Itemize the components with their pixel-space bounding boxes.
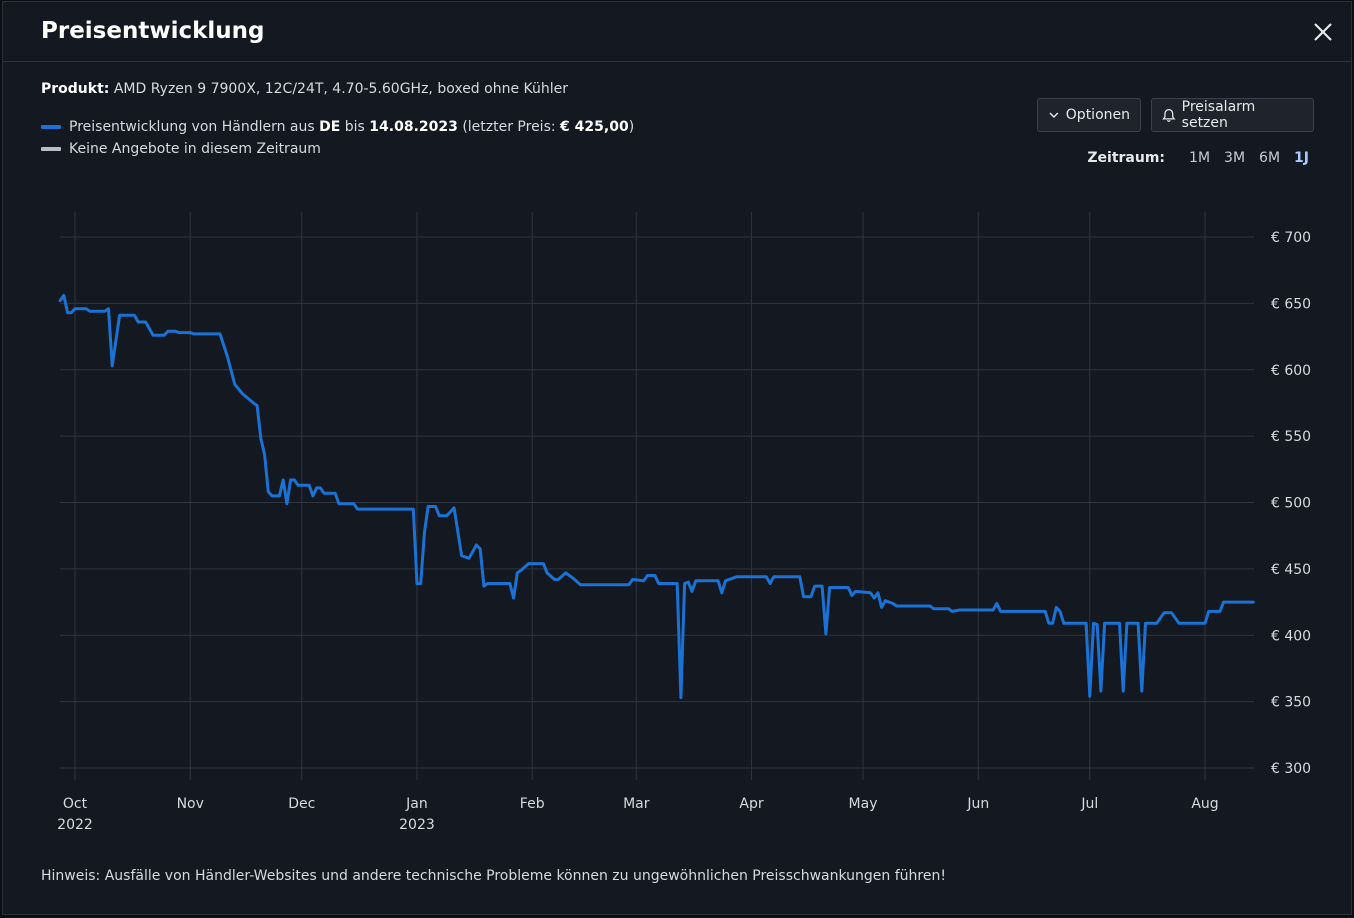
options-label: Optionen [1065, 107, 1130, 123]
product-name: AMD Ryzen 9 7900X, 12C/24T, 4.70-5.60GHz… [113, 81, 569, 97]
legend-no-offers-swatch [41, 147, 61, 151]
legend-no-offers-label: Keine Angebote in diesem Zeitraum [69, 141, 321, 157]
time-range-selector: Zeitraum: 1M 3M 6M 1J [1087, 150, 1309, 166]
product-line: Produkt: AMD Ryzen 9 7900X, 12C/24T, 4.7… [41, 81, 568, 97]
range-option-6m[interactable]: 6M [1259, 150, 1281, 166]
price-alarm-label: Preisalarm setzen [1181, 99, 1256, 131]
bell-icon [1162, 108, 1176, 122]
chevron-down-icon [1049, 112, 1059, 119]
legend-series: Preisentwicklung von Händlern aus DE bis… [41, 119, 634, 135]
range-option-3m[interactable]: 3M [1224, 150, 1246, 166]
legend-series-prefix: Preisentwicklung von Händlern aus [69, 119, 315, 135]
legend-last-price-close: ) [628, 119, 635, 135]
dialog-header: Preisentwicklung [3, 2, 1351, 62]
product-label: Produkt: [41, 81, 110, 97]
range-option-1j[interactable]: 1J [1294, 150, 1309, 166]
legend-last-price: € 425,00 [560, 119, 629, 135]
legend-no-offers: Keine Angebote in diesem Zeitraum [41, 141, 321, 157]
legend-series-swatch [41, 125, 61, 129]
legend-date: 14.08.2023 [369, 119, 458, 135]
time-range-label: Zeitraum: [1087, 150, 1166, 166]
dialog-title: Preisentwicklung [41, 18, 265, 44]
range-option-1m[interactable]: 1M [1189, 150, 1211, 166]
legend-country: DE [319, 119, 341, 135]
close-button[interactable] [1309, 18, 1337, 46]
options-button[interactable]: Optionen [1037, 98, 1141, 132]
legend-until: bis [344, 119, 365, 135]
close-icon [1314, 23, 1332, 41]
disclaimer-note: Hinweis: Ausfälle von Händler-Websites u… [41, 868, 946, 884]
price-alarm-button[interactable]: Preisalarm setzen [1151, 98, 1314, 132]
legend-last-price-open: (letzter Preis: [462, 119, 556, 135]
